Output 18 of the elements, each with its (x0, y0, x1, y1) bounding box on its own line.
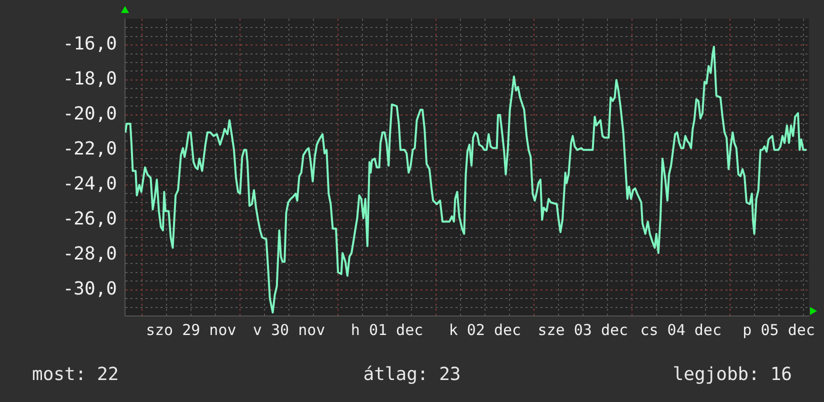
y-tick-label: -28,0 (62, 243, 117, 264)
y-tick-label: -20,0 (62, 104, 117, 125)
x-tick-label: szo 29 nov (146, 320, 236, 339)
x-tick-label: sze 03 dec (538, 320, 628, 339)
text: most: 22 (32, 364, 119, 385)
y-tick-label: -26,0 (62, 208, 117, 230)
x-tick-label: p 05 dec (742, 320, 815, 339)
y-tick-label: -22,0 (62, 138, 117, 160)
y-tick-label: -24,0 (62, 174, 117, 195)
x-tick-label: cs 04 dec (640, 320, 722, 339)
text: legjobb: 16 (672, 364, 792, 385)
y-tick-label: -30,0 (62, 278, 117, 300)
x-tick-label: v 30 nov (252, 320, 326, 339)
text: átlag: 23 (363, 364, 461, 385)
y-tick-label: -16,0 (62, 34, 117, 55)
x-tick-label: k 02 dec (448, 320, 522, 339)
y-tick-label: -18,0 (62, 68, 117, 90)
x-tick-label: h 01 dec (350, 320, 424, 339)
